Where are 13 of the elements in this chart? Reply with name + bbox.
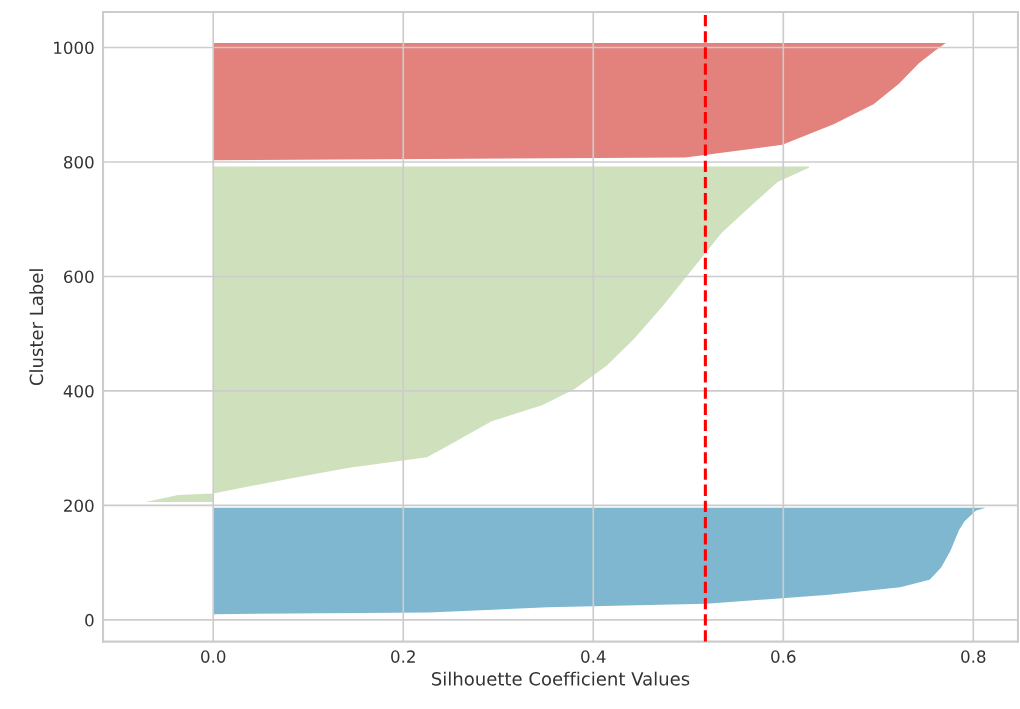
x-tick-label: 0.2: [391, 650, 415, 663]
x-tick-label: 0.4: [581, 650, 606, 663]
x-tick-label: 0.8: [961, 650, 986, 663]
x-tick-label: 0.0: [201, 650, 226, 663]
y-tick-label: 600: [64, 270, 94, 284]
y-tick-label: 1000: [54, 41, 94, 55]
y-axis-title: Cluster Label: [29, 269, 44, 386]
y-tick-label: 0: [85, 613, 94, 627]
y-tick-label: 200: [64, 499, 94, 512]
y-tick-label: 400: [63, 384, 94, 398]
x-tick-label: 0.6: [771, 650, 796, 663]
y-tick-label: 800: [64, 155, 94, 169]
x-axis-title: Silhouette Coefficient Values: [432, 671, 690, 686]
